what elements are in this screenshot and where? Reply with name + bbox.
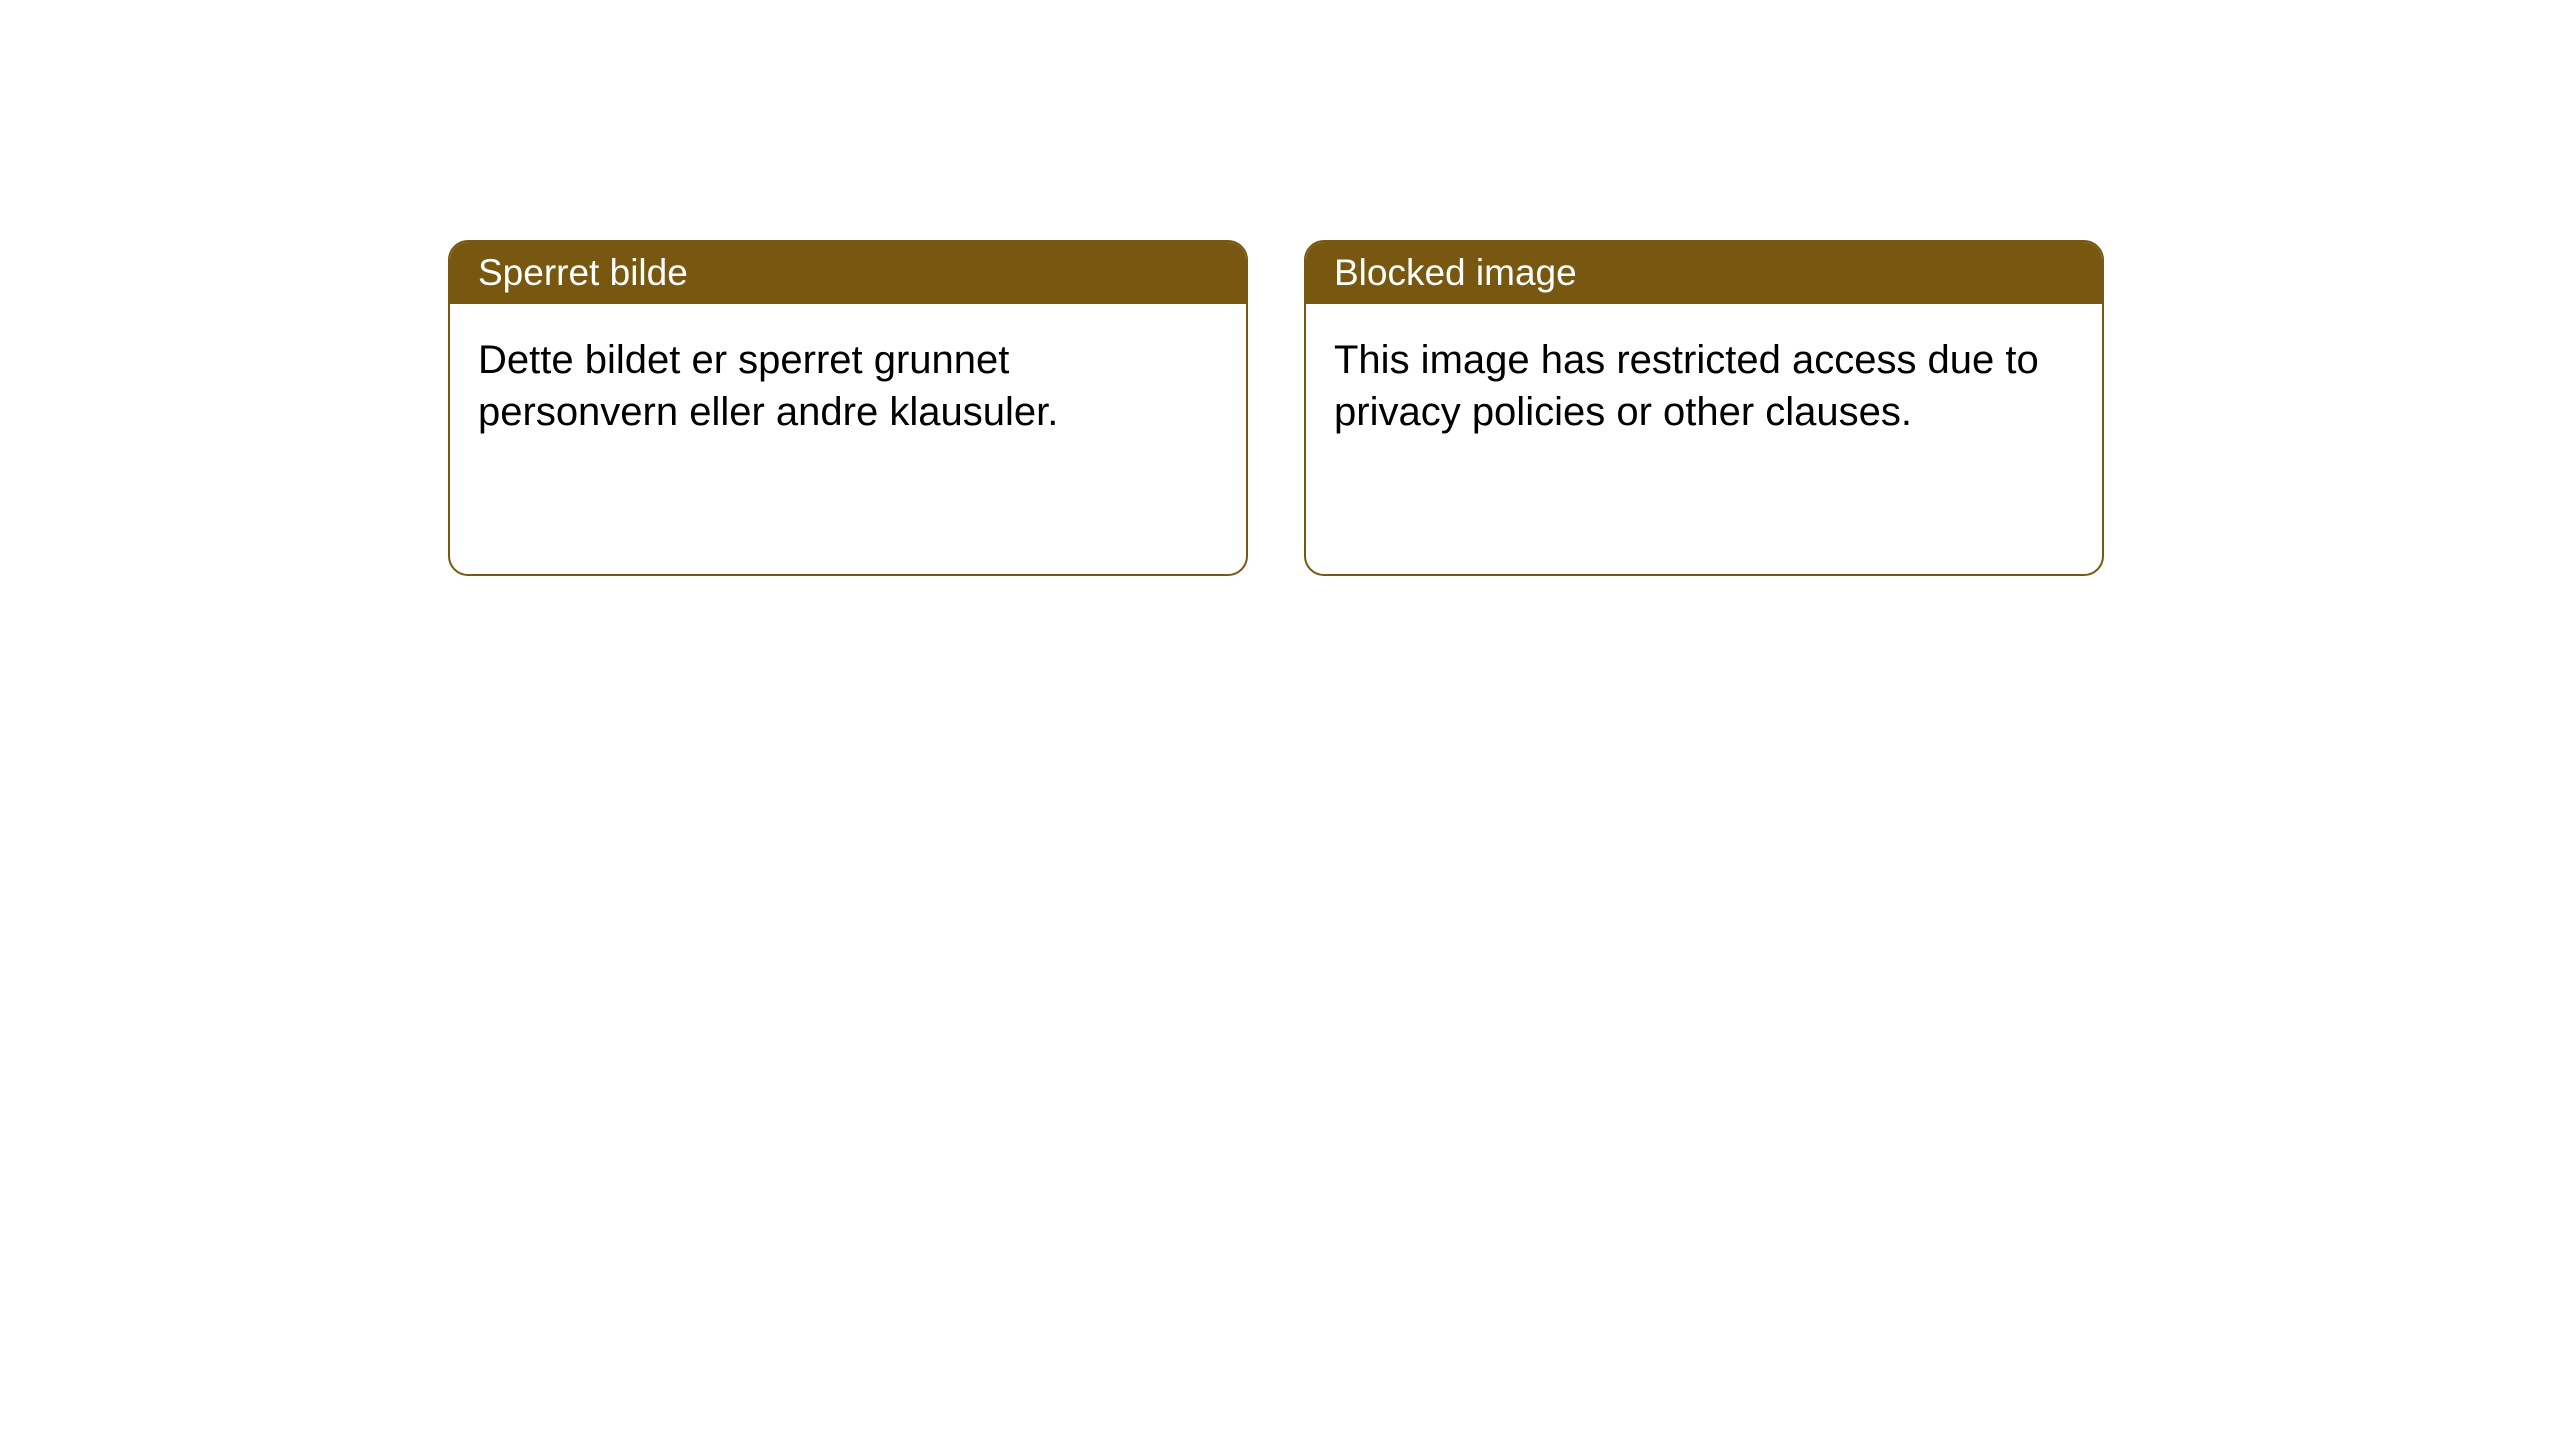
notice-card-norwegian: Sperret bilde Dette bildet er sperret gr…	[448, 240, 1248, 576]
notice-card-english: Blocked image This image has restricted …	[1304, 240, 2104, 576]
notice-card-body: This image has restricted access due to …	[1306, 304, 2102, 468]
notice-card-body: Dette bildet er sperret grunnet personve…	[450, 304, 1246, 468]
notice-card-title: Blocked image	[1306, 242, 2102, 304]
notice-container: Sperret bilde Dette bildet er sperret gr…	[0, 0, 2560, 576]
notice-card-title: Sperret bilde	[450, 242, 1246, 304]
